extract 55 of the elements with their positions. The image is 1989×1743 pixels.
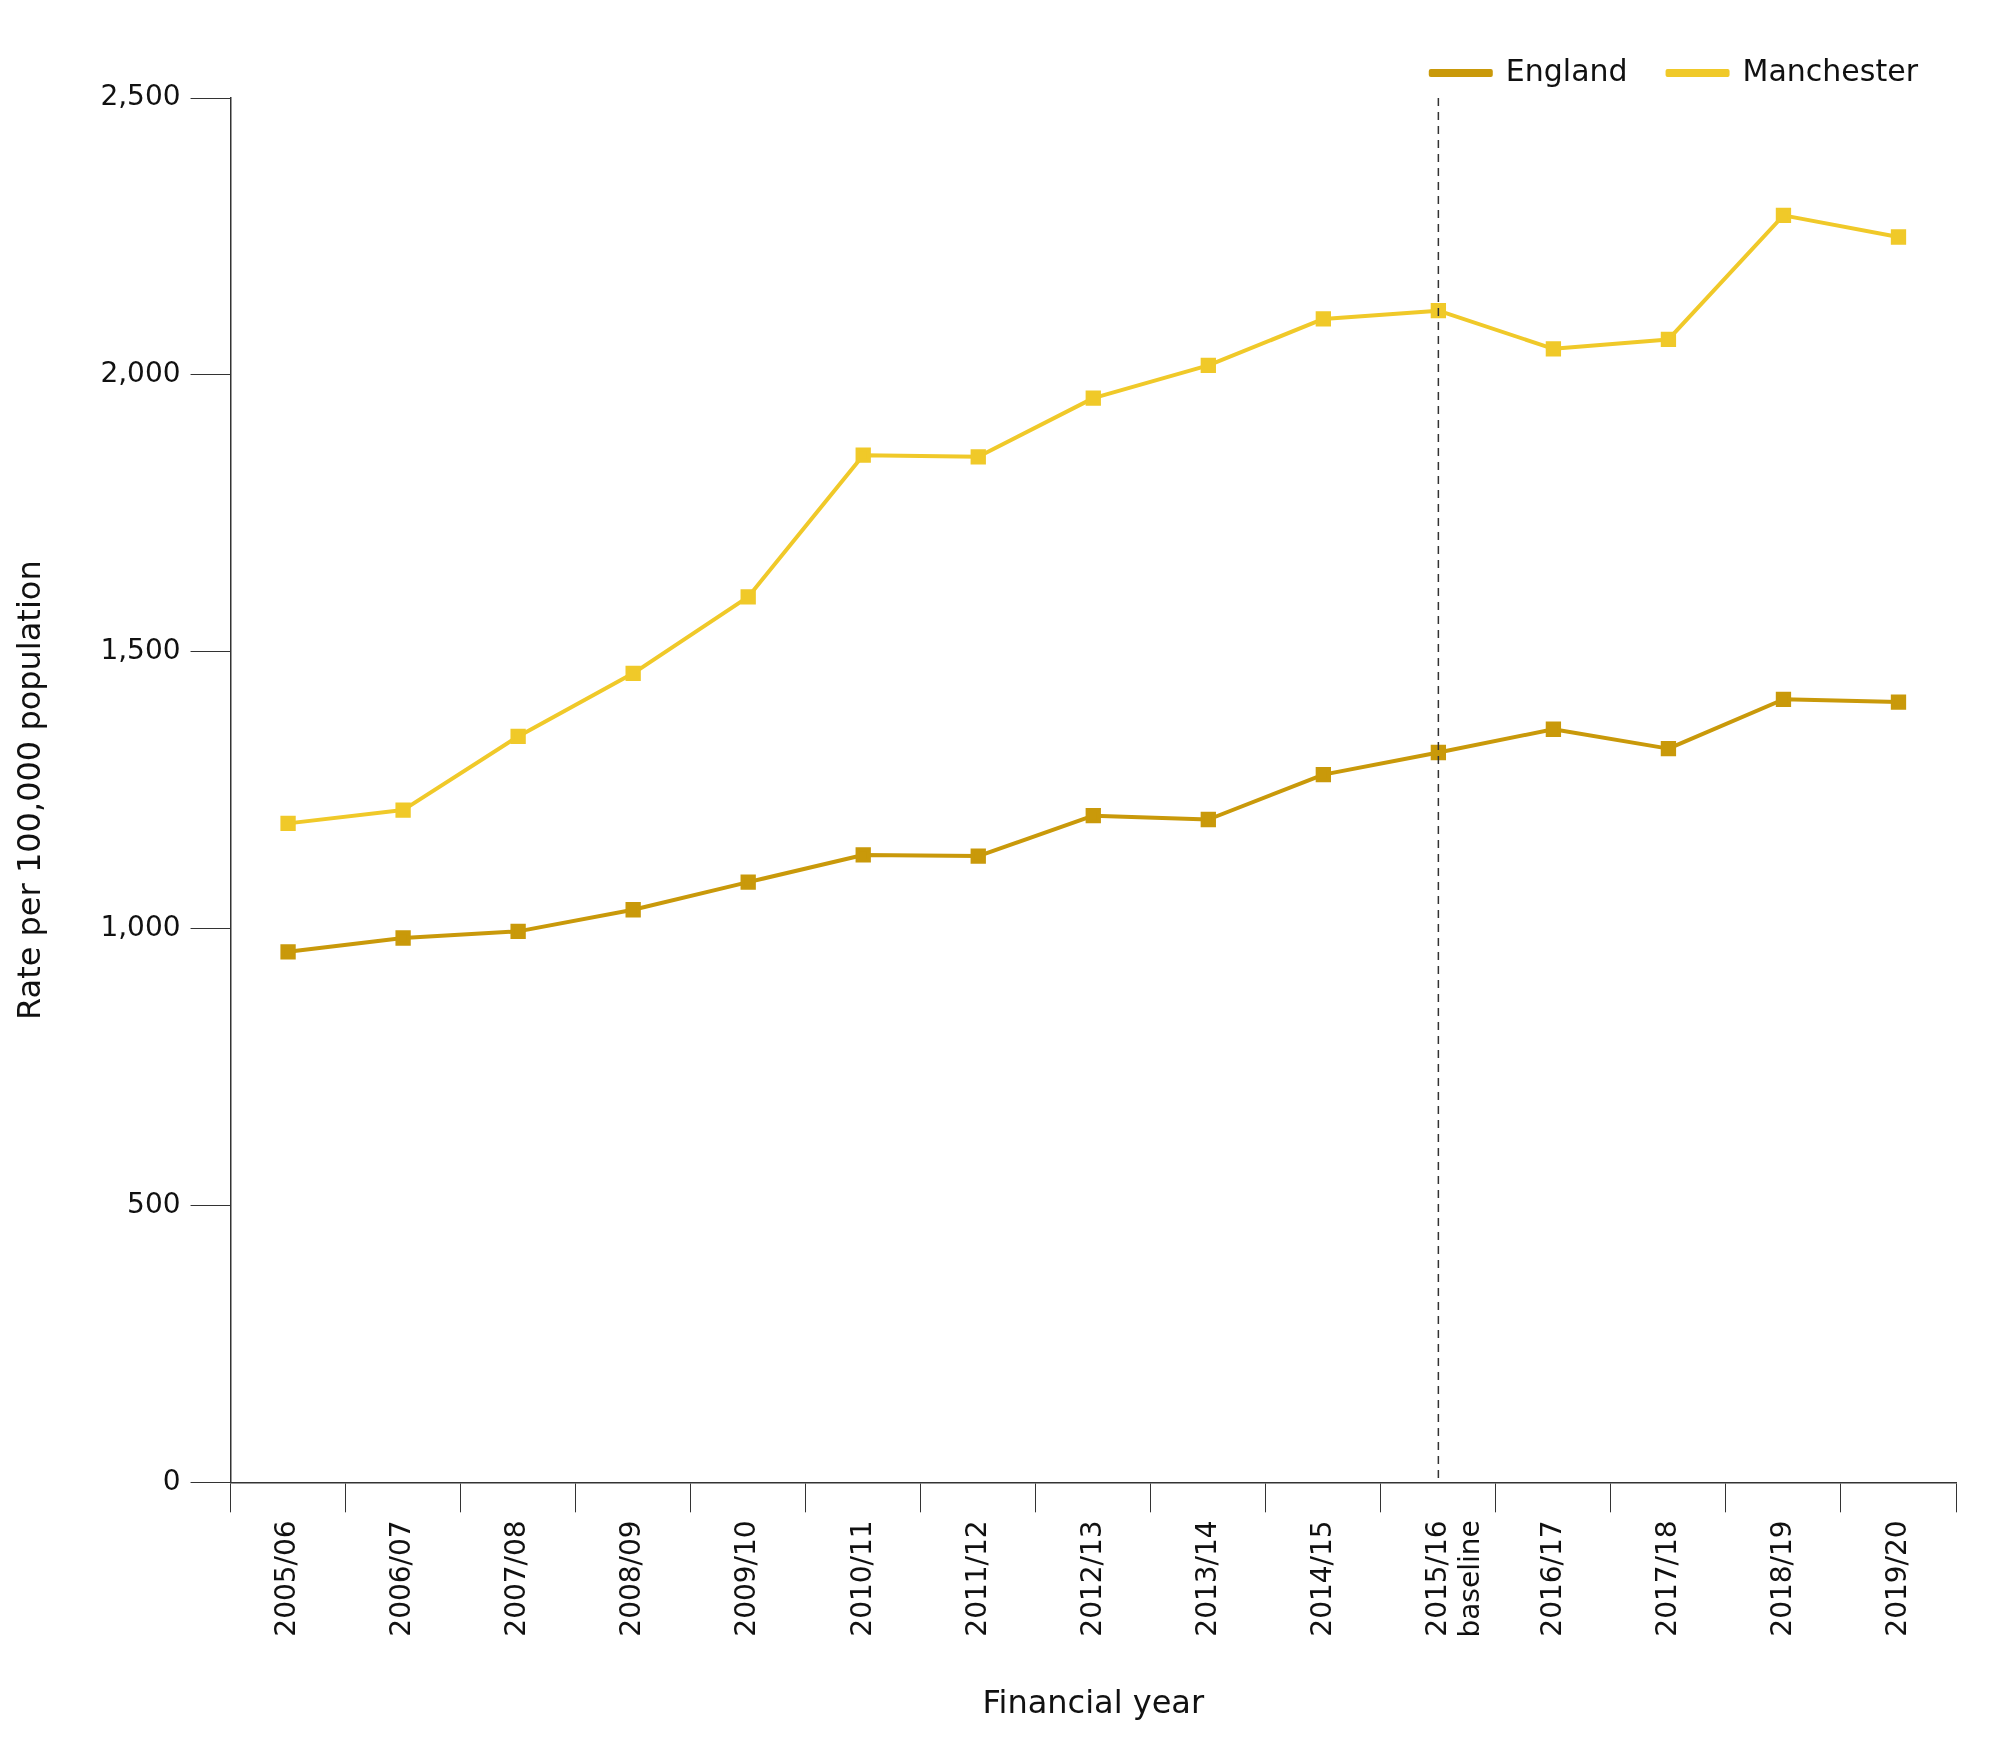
y-tick-label: 500 <box>127 1186 181 1220</box>
point <box>1545 721 1562 737</box>
point <box>1890 229 1907 245</box>
point <box>1085 807 1101 824</box>
x-tick-label: 2006/07 <box>384 1520 418 1637</box>
point <box>1890 694 1907 710</box>
point <box>1200 357 1216 374</box>
y-axis-title: Rate per 100,000 population <box>9 560 48 1020</box>
point <box>855 447 871 463</box>
x-tick-label: 2005/06 <box>269 1520 303 1637</box>
point <box>1315 311 1331 327</box>
x-tick-label: 2010/11 <box>844 1520 878 1637</box>
x-tick-label: 2018/19 <box>1764 1520 1798 1637</box>
legend-label: England <box>1505 52 1628 88</box>
x-tick-label: 2012/13 <box>1074 1520 1108 1637</box>
x-tick-label: 2011/12 <box>959 1520 993 1637</box>
point <box>395 802 411 818</box>
x-tick-label: 2013/14 <box>1189 1520 1223 1637</box>
point <box>1545 341 1562 357</box>
point <box>280 815 296 832</box>
y-tick-label: 0 <box>162 1463 181 1497</box>
point <box>510 923 526 940</box>
point <box>1315 767 1331 783</box>
y-tick-label: 1,500 <box>100 633 181 667</box>
legend-label: Manchester <box>1742 52 1919 88</box>
y-tick-label: 2,500 <box>100 79 181 113</box>
point <box>1660 331 1677 348</box>
point <box>1085 390 1101 406</box>
point <box>395 930 411 946</box>
x-tick-label: 2007/08 <box>499 1520 533 1637</box>
point <box>855 847 871 863</box>
point <box>1430 302 1447 319</box>
point <box>625 902 641 918</box>
point <box>1775 691 1792 708</box>
point <box>1430 744 1447 761</box>
point <box>280 944 296 960</box>
point <box>1200 811 1216 828</box>
point <box>1775 207 1792 224</box>
x-tick-label: 2019/20 <box>1879 1520 1913 1637</box>
point <box>740 874 756 890</box>
point <box>740 589 756 605</box>
y-tick-label: 2,000 <box>100 356 181 390</box>
point <box>625 665 641 681</box>
point <box>970 449 986 465</box>
point <box>970 848 986 864</box>
x-tick-label: 2008/09 <box>614 1520 648 1637</box>
y-tick-label: 1,000 <box>100 909 181 943</box>
x-axis-title: Financial year <box>982 1683 1205 1722</box>
point <box>1660 740 1677 757</box>
x-tick-label: 2014/15 <box>1304 1520 1338 1637</box>
x-tick-label: 2017/18 <box>1649 1520 1683 1637</box>
point <box>510 728 526 745</box>
x-tick-label: 2009/10 <box>729 1520 763 1637</box>
x-tick-label: 2016/17 <box>1534 1520 1568 1637</box>
x-tick-label: 2015/16 baseline <box>1419 1520 1487 1638</box>
